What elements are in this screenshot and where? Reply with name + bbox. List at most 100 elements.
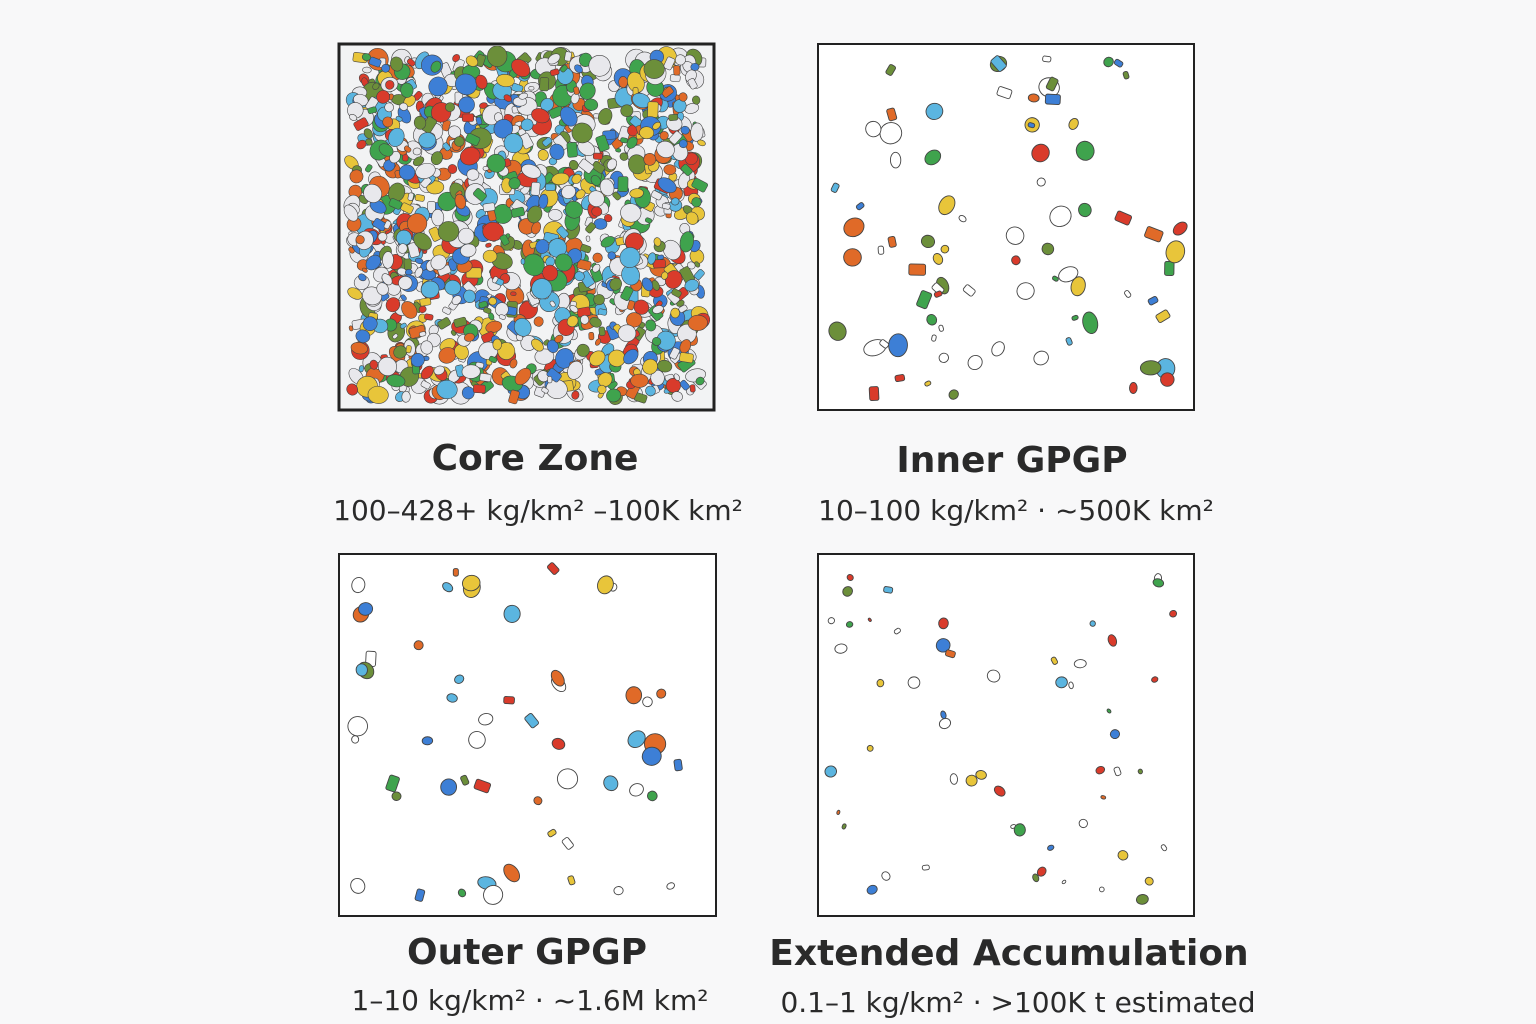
debris-piece (881, 871, 891, 881)
debris-piece (1152, 578, 1165, 588)
debris-piece (569, 305, 579, 313)
debris-piece (388, 127, 405, 147)
debris-piece (531, 221, 541, 235)
debris-piece (627, 730, 646, 749)
debris-piece (908, 263, 927, 276)
debris-piece (652, 121, 661, 130)
debris-piece (460, 774, 470, 786)
debris-piece (415, 162, 436, 179)
debris-piece (491, 276, 499, 284)
debris-piece (620, 104, 634, 118)
debris-piece (991, 341, 1005, 357)
debris-piece (962, 284, 976, 297)
debris-piece (358, 602, 374, 616)
debris-piece (868, 386, 880, 402)
debris-piece (401, 390, 411, 403)
debris-piece (630, 373, 649, 388)
debris-piece (362, 267, 368, 273)
debris-piece (1078, 202, 1092, 218)
debris-piece (824, 765, 837, 778)
debris-piece (645, 319, 657, 332)
debris-piece (597, 308, 608, 316)
debris-piece (967, 354, 983, 371)
debris-piece (589, 317, 602, 328)
debris-piece (424, 313, 434, 321)
debris-piece (603, 775, 619, 792)
debris-piece (1033, 350, 1049, 366)
debris-piece (488, 297, 497, 306)
debris-piece (673, 373, 681, 381)
debris-piece (560, 106, 578, 127)
debris-piece (472, 384, 486, 394)
debris-piece (530, 181, 541, 196)
debris-piece (627, 300, 636, 311)
debris-piece (580, 244, 592, 254)
debris-piece (458, 96, 475, 114)
debris-piece (938, 324, 944, 332)
debris-piece (843, 217, 865, 238)
debris-piece (855, 202, 865, 211)
debris-piece (363, 128, 373, 139)
debris-piece (403, 258, 412, 271)
debris-piece (684, 279, 699, 292)
debris-piece (388, 198, 403, 210)
debris-piece (1139, 360, 1162, 376)
debris-piece (510, 291, 517, 296)
debris-piece (645, 385, 656, 397)
debris-piece (535, 239, 550, 254)
debris-piece (594, 338, 602, 346)
debris-piece (652, 305, 664, 314)
debris-piece (390, 56, 404, 72)
debris-piece (571, 173, 582, 184)
debris-piece (551, 737, 566, 750)
debris-piece (879, 122, 903, 145)
debris-piece (629, 188, 644, 199)
debris-piece (548, 157, 558, 166)
debris-piece (510, 206, 525, 218)
debris-piece (447, 164, 458, 174)
debris-piece (503, 863, 521, 883)
debris-piece (420, 280, 440, 299)
debris-piece (938, 617, 949, 630)
debris-piece (367, 385, 389, 404)
debris-piece (419, 297, 432, 307)
debris-piece (1089, 620, 1096, 627)
debris-piece (579, 82, 596, 100)
debris-piece (687, 314, 708, 331)
debris-piece (830, 182, 840, 193)
debris-piece (843, 248, 862, 267)
debris-piece (609, 277, 622, 291)
debris-piece (343, 204, 359, 222)
debris-piece (407, 192, 414, 201)
debris-piece (625, 686, 643, 705)
debris-piece (867, 617, 872, 622)
debris-piece (691, 177, 709, 193)
debris-piece (624, 232, 644, 251)
debris-piece (693, 269, 705, 281)
debris-piece (459, 147, 481, 166)
debris-piece (376, 90, 391, 104)
debris-piece (1103, 56, 1114, 68)
debris-piece (836, 809, 841, 815)
debris-piece (924, 380, 932, 387)
debris-piece (412, 147, 422, 156)
debris-piece (347, 287, 363, 300)
debris-piece (377, 232, 388, 242)
debris-piece (547, 376, 553, 384)
debris-piece (666, 882, 675, 890)
debris-piece (382, 116, 394, 128)
debris-piece (567, 360, 584, 380)
debris-piece (420, 380, 431, 390)
debris-piece (413, 115, 427, 130)
debris-piece (657, 177, 677, 193)
debris-piece (418, 305, 427, 314)
debris (343, 46, 711, 405)
debris-piece (607, 251, 616, 260)
debris-piece (694, 261, 701, 268)
debris-piece (585, 222, 596, 234)
debris-piece (461, 113, 475, 122)
debris-piece (542, 264, 558, 282)
debris-piece (668, 113, 679, 122)
debris-piece (1005, 226, 1025, 245)
debris-piece (414, 267, 423, 278)
